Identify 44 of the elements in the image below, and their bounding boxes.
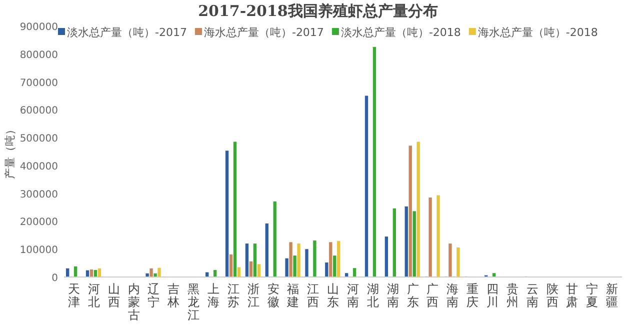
x-tick-label: 贵州 (506, 282, 518, 309)
x-tick-label: 江西 (307, 282, 320, 309)
y-tick-label: 600000 (20, 106, 58, 117)
y-tick-label: 100000 (20, 245, 58, 256)
x-tick-label: 山东 (327, 282, 340, 309)
y-tick-label: 400000 (20, 161, 58, 172)
x-tick-label: 四川 (486, 282, 498, 309)
x-tick-label: 上海 (207, 282, 220, 309)
x-tick-label: 湖北 (366, 282, 379, 309)
x-tick-label: 陕西 (546, 282, 558, 309)
x-tick-label: 浙江 (247, 282, 260, 309)
x-tick-label: 黑龙江 (188, 282, 200, 322)
y-tick-label: 300000 (20, 189, 58, 200)
x-tick-label: 新疆 (606, 282, 618, 309)
x-tick-label: 湖南 (386, 282, 399, 309)
x-tick-label: 安徽 (267, 282, 280, 309)
x-tick-label: 福建 (286, 282, 300, 309)
x-tick-label: 山西 (108, 282, 120, 309)
y-axis-title: 产量（吨） (4, 124, 16, 179)
y-tick-label: 700000 (20, 78, 58, 89)
x-tick-label: 江苏 (227, 282, 240, 309)
x-tick-label: 河北 (88, 282, 100, 309)
x-tick-label: 宁夏 (586, 282, 598, 309)
x-tick-label: 云南 (526, 282, 538, 309)
x-tick-label: 海南 (446, 282, 459, 309)
x-tick-label: 吉林 (166, 282, 180, 309)
y-tick-label: 900000 (20, 22, 58, 33)
x-tick-label: 甘肃 (566, 282, 578, 309)
y-tick-label: 800000 (20, 50, 58, 61)
x-tick-label: 天津 (68, 282, 80, 309)
x-tick-label: 重庆 (466, 282, 479, 309)
x-tick-label: 辽宁 (148, 282, 160, 309)
x-tick-label: 广东 (406, 282, 419, 309)
y-tick-label: 500000 (20, 134, 58, 145)
x-tick-label: 河南 (346, 282, 359, 309)
legend-label: 淡水总产量（吨）-2017 (67, 26, 187, 39)
y-tick-label: 200000 (20, 217, 58, 228)
legend-label: 海水总产量（吨）-2018 (478, 26, 598, 39)
y-tick-label: 0 (52, 273, 58, 284)
x-tick-label: 内蒙古 (128, 282, 140, 322)
chart-title: 2017-2018我国养殖虾总产量分布 (198, 2, 438, 20)
x-tick-label: 广西 (426, 282, 439, 309)
legend-label: 淡水总产量（吨）-2018 (340, 26, 461, 39)
legend-label: 海水总产量（吨）-2017 (204, 26, 324, 39)
